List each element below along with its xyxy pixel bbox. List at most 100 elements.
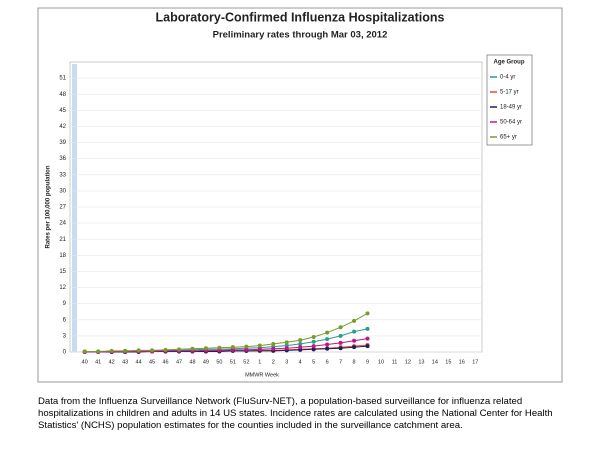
- x-tick-label: 16: [459, 359, 465, 365]
- x-tick-label: 15: [445, 359, 451, 365]
- legend-label: 18-49 yr: [500, 105, 522, 111]
- data-point: [311, 347, 316, 352]
- data-point: [177, 347, 181, 352]
- y-tick-label: 6: [63, 317, 67, 323]
- y-tick-label: 48: [59, 92, 66, 98]
- data-point: [123, 348, 128, 353]
- data-point: [325, 342, 330, 347]
- y-tick-label: 33: [59, 172, 66, 178]
- data-point: [311, 339, 316, 344]
- y-tick-label: 15: [59, 269, 66, 275]
- x-tick-label: 14: [432, 359, 438, 365]
- data-point: [150, 348, 155, 353]
- data-point: [311, 344, 316, 349]
- x-tick-label: 17: [472, 359, 478, 365]
- y-tick-label: 45: [59, 108, 66, 114]
- x-tick-label: 45: [149, 359, 155, 365]
- legend-label: 0-4 yr: [500, 75, 515, 81]
- x-tick-label: 48: [189, 359, 195, 365]
- data-point: [163, 347, 168, 352]
- y-tick-label: 51: [59, 76, 66, 82]
- data-point: [244, 347, 249, 352]
- data-point: [325, 330, 330, 335]
- legend-label: 5-17 yr: [500, 90, 519, 96]
- data-point: [230, 345, 235, 350]
- data-point: [365, 326, 370, 331]
- caption: Data from the Influenza Surveillance Net…: [38, 396, 598, 432]
- x-tick-label: 49: [203, 359, 209, 365]
- data-point: [284, 346, 289, 351]
- data-point: [338, 333, 343, 338]
- data-point: [338, 346, 343, 351]
- y-tick-label: 21: [59, 237, 66, 243]
- data-point: [352, 329, 357, 334]
- data-point: [298, 341, 303, 346]
- data-point: [82, 349, 87, 354]
- y-tick-label: 39: [59, 140, 66, 146]
- data-point: [190, 346, 195, 351]
- data-point: [311, 334, 316, 339]
- data-point: [284, 340, 289, 345]
- x-tick-label: 6: [326, 359, 329, 365]
- y-tick-label: 30: [59, 188, 66, 194]
- x-tick-label: 5: [312, 359, 315, 365]
- data-point: [109, 348, 114, 353]
- x-tick-label: 7: [339, 359, 342, 365]
- series-line: [84, 312, 368, 352]
- x-tick-label: 51: [230, 359, 236, 365]
- legend-title: Age Group: [494, 60, 525, 66]
- x-tick-label: 41: [95, 359, 101, 365]
- x-tick-label: 4: [299, 359, 302, 365]
- legend-box: [486, 54, 533, 146]
- x-tick-label: 2: [272, 359, 275, 365]
- x-tick-label: 12: [405, 359, 411, 365]
- caption-line: Data from the Influenza Surveillance Net…: [38, 396, 523, 407]
- chart-subtitle: Preliminary rates through Mar 03, 2012: [213, 30, 388, 41]
- x-tick-label: 52: [243, 359, 249, 365]
- x-tick-label: 9: [366, 359, 369, 365]
- x-tick-label: 3: [285, 359, 288, 365]
- x-tick-label: 44: [136, 359, 142, 365]
- y-tick-label: 3: [63, 333, 67, 339]
- y-axis-label: Rates per 100,000 population: [46, 165, 52, 248]
- y-tick-label: 36: [59, 156, 66, 162]
- data-point: [325, 346, 330, 351]
- chart-title: Laboratory-Confirmed Influenza Hospitali…: [156, 10, 445, 24]
- data-point: [203, 346, 208, 351]
- chart: Laboratory-Confirmed Influenza Hospitali…: [37, 7, 563, 383]
- data-point: [136, 348, 141, 353]
- y-tick-label: 18: [59, 253, 66, 259]
- caption-line: Statistics' (NCHS) population estimates …: [38, 420, 463, 431]
- x-tick-label: 47: [176, 359, 182, 365]
- x-tick-label: 40: [82, 359, 88, 365]
- x-axis-label: MMWR Week: [245, 372, 279, 378]
- legend-label: 65+ yr: [500, 135, 517, 141]
- data-point: [338, 325, 343, 330]
- x-tick-label: 13: [418, 359, 424, 365]
- data-point: [365, 344, 370, 349]
- y-tick-label: 42: [59, 124, 66, 130]
- series-line: [84, 338, 368, 353]
- x-tick-label: 10: [378, 359, 384, 365]
- data-point: [217, 345, 222, 350]
- data-point: [365, 311, 370, 316]
- data-point: [352, 345, 357, 350]
- data-point: [352, 338, 357, 343]
- caption-line: hospitalizations in children and adults …: [38, 408, 553, 419]
- x-tick-label: 11: [392, 359, 398, 365]
- data-point: [298, 345, 303, 350]
- x-tick-label: 42: [109, 359, 115, 365]
- x-tick-label: 50: [216, 359, 222, 365]
- x-tick-label: 46: [162, 359, 168, 365]
- y-tick-label: 27: [59, 205, 66, 211]
- data-point: [325, 337, 330, 342]
- x-tick-label: 1: [258, 359, 261, 365]
- data-point: [298, 338, 303, 343]
- y-tick-label: 0: [63, 350, 67, 356]
- x-tick-label: 8: [353, 359, 356, 365]
- data-point: [244, 344, 249, 349]
- legend-label: 50-64 yr: [500, 120, 522, 126]
- data-point: [96, 349, 101, 354]
- data-point: [271, 341, 276, 346]
- data-point: [352, 318, 357, 323]
